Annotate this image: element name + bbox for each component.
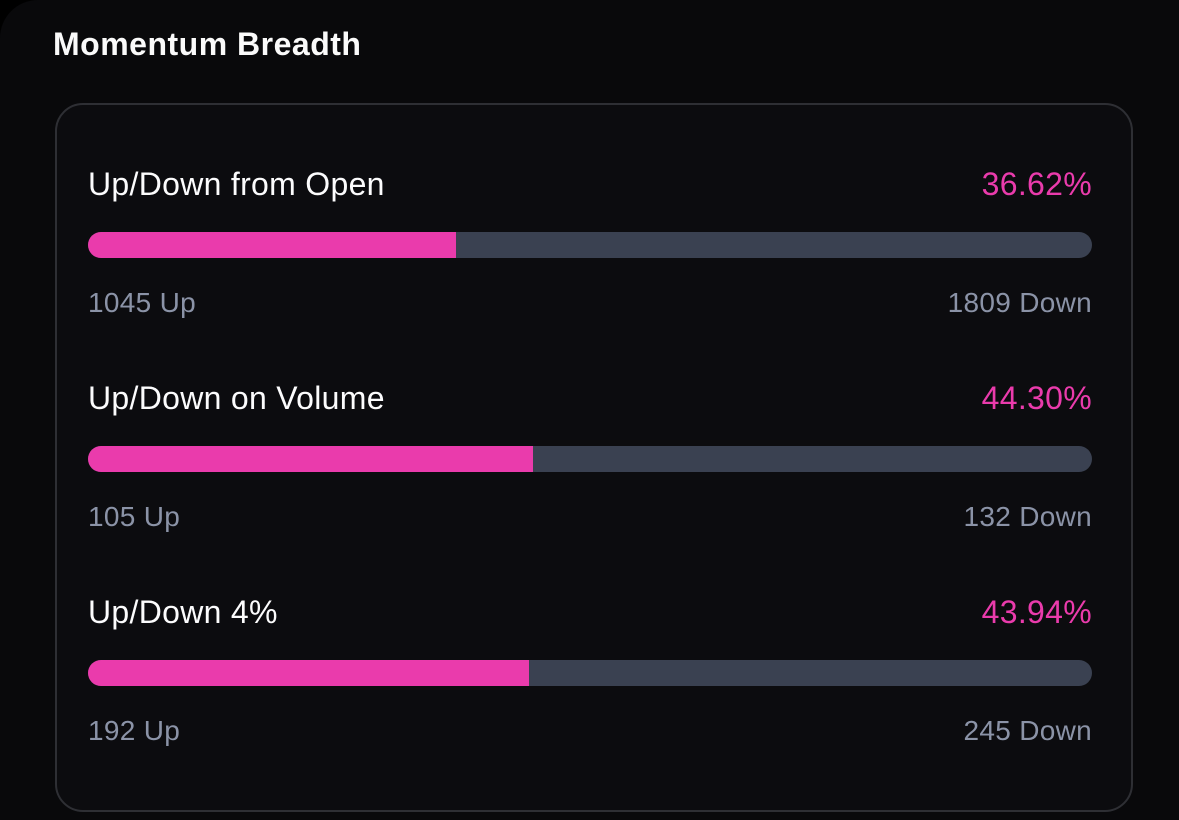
progress-fill xyxy=(88,232,456,258)
progress-track xyxy=(88,232,1092,258)
metric-label: Up/Down on Volume xyxy=(88,380,385,416)
metric-percent-value: 36.62% xyxy=(981,166,1092,202)
up-count-label: 1045 Up xyxy=(88,287,196,318)
metric-header: Up/Down on Volume 44.30% xyxy=(88,377,1092,419)
metric-percent-value: 43.94% xyxy=(981,594,1092,630)
metric-percent-value: 44.30% xyxy=(981,380,1092,416)
metric-label: Up/Down 4% xyxy=(88,594,278,630)
down-count-label: 245 Down xyxy=(963,715,1092,746)
metric-row-up-down-from-open: Up/Down from Open 36.62% 1045 Up 1809 Do… xyxy=(88,163,1092,321)
progress-fill xyxy=(88,660,530,686)
metric-counts: 192 Up 245 Down xyxy=(88,713,1092,749)
metric-row-up-down-on-volume: Up/Down on Volume 44.30% 105 Up 132 Down xyxy=(88,377,1092,535)
page-title: Momentum Breadth xyxy=(53,26,362,62)
metric-counts: 1045 Up 1809 Down xyxy=(88,285,1092,321)
progress-track xyxy=(88,446,1092,472)
metric-header: Up/Down 4% 43.94% xyxy=(88,591,1092,633)
progress-fill xyxy=(88,446,533,472)
metric-header: Up/Down from Open 36.62% xyxy=(88,163,1092,205)
progress-track xyxy=(88,660,1092,686)
down-count-label: 132 Down xyxy=(963,501,1092,532)
down-count-label: 1809 Down xyxy=(947,287,1092,318)
momentum-breadth-card: Up/Down from Open 36.62% 1045 Up 1809 Do… xyxy=(55,103,1133,812)
metric-counts: 105 Up 132 Down xyxy=(88,499,1092,535)
metric-label: Up/Down from Open xyxy=(88,166,385,202)
metric-row-up-down-4-percent: Up/Down 4% 43.94% 192 Up 245 Down xyxy=(88,591,1092,749)
up-count-label: 192 Up xyxy=(88,715,181,746)
up-count-label: 105 Up xyxy=(88,501,181,532)
